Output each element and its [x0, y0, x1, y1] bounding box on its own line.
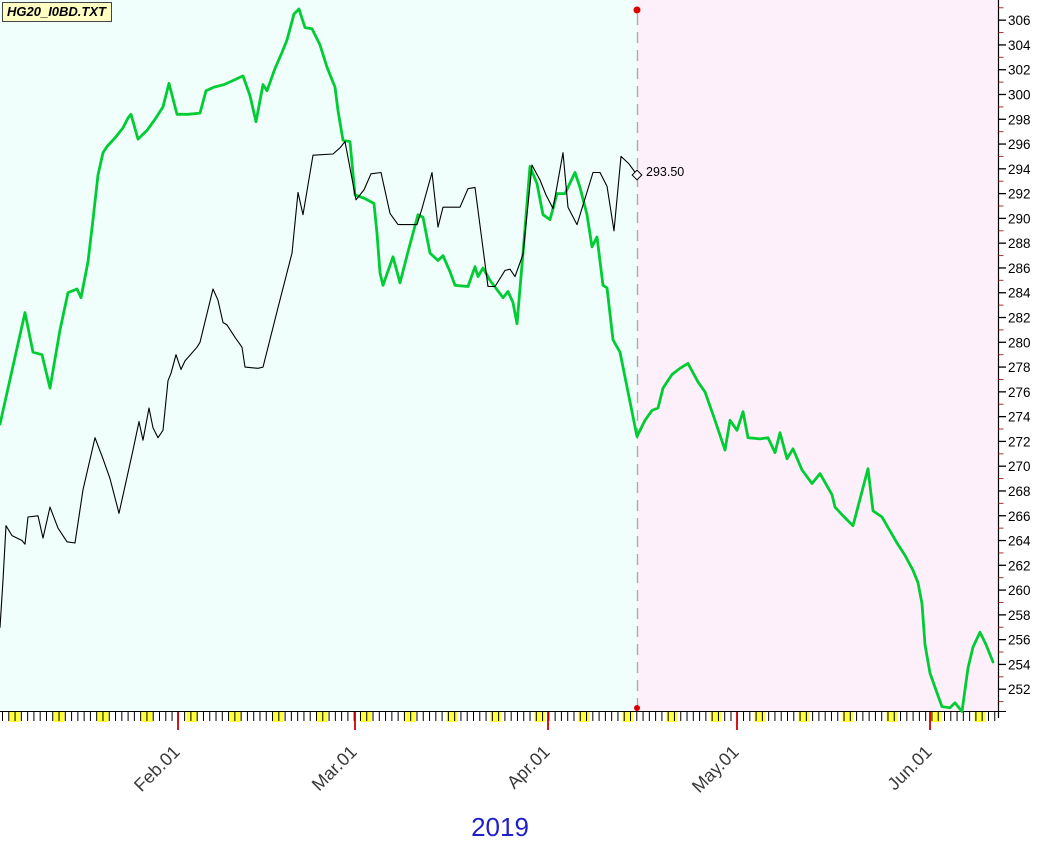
y-axis-tick-label: 300 — [1008, 87, 1031, 102]
y-axis-tick-label: 270 — [1008, 459, 1031, 474]
week-tick-highlight — [316, 712, 328, 722]
week-tick-highlight — [886, 712, 898, 722]
y-axis-tick-label: 272 — [1008, 434, 1031, 449]
week-tick-highlight — [186, 712, 198, 722]
week-tick-highlight — [710, 712, 722, 722]
y-axis-tick-label: 254 — [1008, 657, 1031, 672]
y-axis-tick-label: 294 — [1008, 162, 1031, 177]
y-axis-tick-label: 298 — [1008, 112, 1031, 127]
y-axis[interactable]: 252 254 256 258 260 262 264 266 268 270 272 274 276 2… — [997, 0, 1032, 718]
y-axis-tick-label: 262 — [1008, 558, 1031, 573]
last-value-marker — [631, 169, 643, 181]
x-axis[interactable]: Feb.01 Mar.01 Apr.01 May.01 Jun.01 — [0, 711, 1006, 797]
x-axis-month-label: Apr.01 — [503, 742, 554, 793]
y-axis-tick-label: 304 — [1008, 38, 1031, 53]
week-tick-highlight — [666, 712, 678, 722]
session-region-right — [637, 0, 998, 711]
session-region-left — [0, 0, 637, 711]
y-axis-tick-label: 282 — [1008, 311, 1031, 326]
week-tick-highlight — [534, 712, 546, 722]
week-tick-highlight — [974, 712, 986, 722]
y-axis-tick-label: 292 — [1008, 187, 1031, 202]
x-axis-month-label: May.01 — [688, 742, 743, 797]
week-tick-highlight — [622, 712, 634, 722]
week-tick-highlight — [404, 712, 416, 722]
y-axis-tick-label: 302 — [1008, 63, 1031, 78]
cursor-dot-top[interactable] — [633, 6, 641, 14]
y-axis-tick-label: 276 — [1008, 385, 1031, 400]
week-tick-highlight — [798, 712, 810, 722]
y-axis-tick-label: 296 — [1008, 137, 1031, 152]
y-axis-tick-label: 252 — [1008, 682, 1031, 697]
y-axis-tick-label: 256 — [1008, 633, 1031, 648]
y-axis-tick-label: 280 — [1008, 335, 1031, 350]
week-tick-highlight — [930, 712, 942, 722]
week-tick-highlight — [490, 712, 502, 722]
y-axis-tick-label: 278 — [1008, 360, 1031, 375]
y-axis-tick-label: 286 — [1008, 261, 1031, 276]
cursor[interactable] — [633, 6, 641, 712]
week-tick-highlight — [754, 712, 766, 722]
week-tick-highlight — [842, 712, 854, 722]
y-axis-tick-label: 264 — [1008, 534, 1031, 549]
y-axis-tick-label: 306 — [1008, 13, 1031, 28]
cursor-dot-bottom[interactable] — [634, 705, 640, 711]
x-axis-month-label: Mar.01 — [308, 742, 361, 795]
week-tick-highlight — [360, 712, 372, 722]
green-line[interactable] — [0, 7, 995, 713]
y-axis-tick-label: 266 — [1008, 509, 1031, 524]
x-axis-month-label: Feb.01 — [130, 742, 184, 796]
last-value-label: 293.50 — [646, 165, 685, 179]
black-line[interactable] — [0, 141, 638, 628]
y-axis-tick-label: 290 — [1008, 211, 1031, 226]
year-label: 2019 — [471, 812, 529, 842]
week-tick-highlight — [272, 712, 284, 722]
week-tick-highlight — [578, 712, 590, 722]
y-axis-tick-label: 284 — [1008, 286, 1031, 301]
week-tick-highlight — [446, 712, 458, 722]
y-axis-tick-label: 274 — [1008, 410, 1031, 425]
x-axis-month-label: Jun.01 — [883, 742, 935, 794]
y-axis-tick-label: 288 — [1008, 236, 1031, 251]
y-axis-tick-label: 258 — [1008, 608, 1031, 623]
y-axis-tick-label: 268 — [1008, 484, 1031, 499]
file-label[interactable]: HG20_I0BD.TXT — [2, 2, 112, 22]
y-axis-tick-label: 260 — [1008, 583, 1031, 598]
